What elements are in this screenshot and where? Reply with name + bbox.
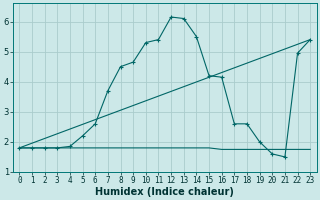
X-axis label: Humidex (Indice chaleur): Humidex (Indice chaleur) [95,187,234,197]
